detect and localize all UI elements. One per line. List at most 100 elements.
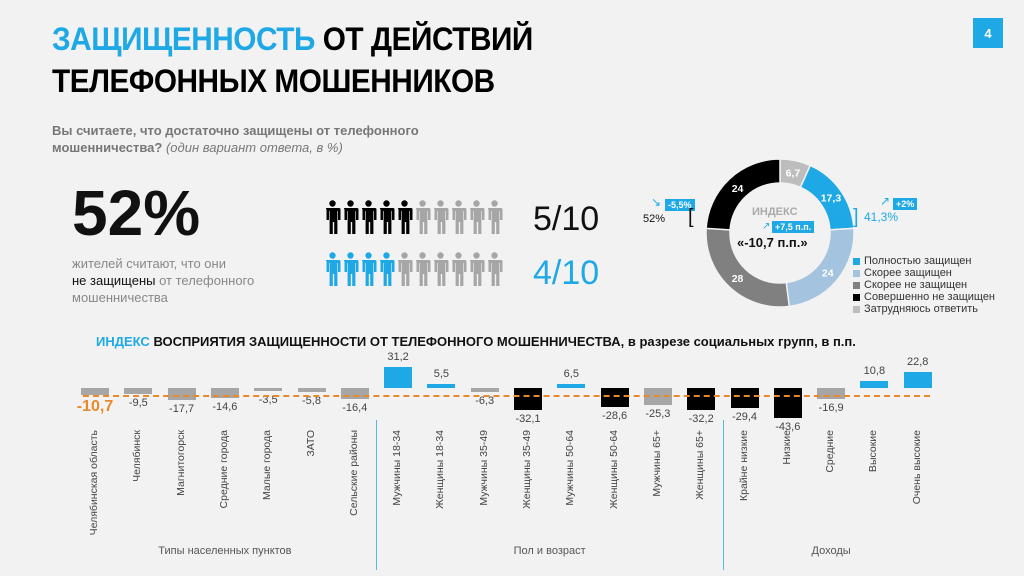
category-label: Средние — [824, 430, 837, 473]
bar-value-label: -43,6 — [775, 420, 801, 433]
index-title: ИНДЕКС — [752, 206, 798, 218]
arrow-up-icon: ↗ — [762, 221, 771, 232]
legend-label: Полностью защищен — [864, 255, 972, 267]
category-label: Малые города — [261, 430, 274, 500]
bar — [427, 384, 456, 388]
bar — [470, 388, 499, 393]
bar — [384, 366, 413, 388]
category-label: Женщины 65+ — [694, 430, 707, 500]
index-change-badge: +7,5 п.п. — [772, 221, 815, 233]
slice-label: 28 — [732, 273, 744, 285]
category-label: Челябинск — [131, 430, 144, 482]
bar-value-label: 5,5 — [433, 368, 450, 381]
bar — [210, 388, 239, 398]
left-total: 52% — [643, 213, 666, 225]
person-icon — [432, 200, 449, 239]
page-title: ЗАЩИЩЕННОСТЬ ОТ ДЕЙСТВИЙ ТЕЛЕФОННЫХ МОШЕ… — [52, 18, 533, 102]
legend-swatch — [853, 305, 860, 313]
headline-line3: мошенничества — [72, 290, 168, 305]
category-label: Магнитогорск — [174, 430, 187, 496]
person-icon — [468, 200, 485, 239]
bar-value-label: -16,4 — [342, 402, 368, 415]
bar-value-label: -29,4 — [731, 410, 758, 423]
right-change-badge: +2% — [893, 198, 918, 210]
category-label: Мужчины 35-49 — [477, 430, 490, 506]
legend-swatch — [853, 293, 860, 301]
person-icon — [450, 200, 467, 239]
bar-value-label: -5,8 — [302, 394, 321, 407]
bar-title-text: ВОСПРИЯТИЯ ЗАЩИЩЕННОСТИ ОТ ТЕЛЕФОННОГО М… — [149, 334, 856, 349]
person-icon — [414, 200, 431, 239]
bar-value-label: 10,8 — [863, 364, 886, 377]
bar — [730, 388, 759, 408]
person-icon — [450, 252, 467, 291]
slice-label: 17,3 — [821, 193, 842, 205]
bar — [340, 388, 369, 400]
headline-line1: жителей считают, что они — [72, 256, 226, 271]
bar-value-label: -16,9 — [818, 402, 844, 415]
bar — [600, 388, 629, 408]
bar-value-label: -17,7 — [169, 403, 195, 416]
title-rest: ОТ ДЕЙСТВИЙ — [314, 21, 534, 57]
bar — [817, 388, 846, 400]
bar-value-label: 22,8 — [906, 356, 929, 369]
person-icon — [342, 200, 359, 239]
legend-item: Затрудняюсь ответить — [853, 303, 995, 315]
person-icon — [360, 200, 377, 239]
person-icon — [396, 252, 413, 291]
donut-chart: 6,7 17,3 24 28 24 — [705, 158, 855, 308]
legend-label: Скорее защищен — [864, 267, 952, 279]
title-line2: ТЕЛЕФОННЫХ МОШЕННИКОВ — [52, 63, 495, 99]
bar-value-label: -32,1 — [515, 412, 541, 425]
category-label: ЗАТО — [304, 430, 317, 457]
bar-value-label: -10,7 — [76, 398, 114, 415]
person-icon — [468, 252, 485, 291]
category-label: Сельские районы — [347, 430, 360, 516]
left-change-badge: -5,5% — [665, 199, 695, 211]
pictogram-row-1 — [324, 200, 503, 239]
legend-swatch — [853, 269, 860, 277]
category-label: Высокие — [867, 430, 880, 473]
category-label: Мужчины 50-64 — [564, 430, 577, 506]
bar-value-label: -28,6 — [602, 410, 628, 423]
donut-legend: Полностью защищен Скорее защищен Скорее не… — [853, 255, 995, 315]
bar — [687, 388, 716, 410]
bar-value-label: -9,5 — [128, 397, 148, 410]
category-label: Женщины 18-34 — [434, 430, 447, 509]
index-value: «-10,7 п.п.» — [737, 235, 808, 250]
category-label: Низкие — [780, 430, 793, 465]
right-bracket: ] — [853, 206, 859, 228]
category-label: Средние города — [217, 430, 230, 509]
legend-label: Скорее не защищен — [864, 279, 968, 291]
category-label: Очень высокие — [910, 430, 923, 505]
person-icon — [486, 200, 503, 239]
person-icon — [360, 252, 377, 291]
person-icon — [342, 252, 359, 291]
legend-item: Совершенно не защищен — [853, 291, 995, 303]
bar — [773, 388, 802, 418]
category-label: Женщины 50-64 — [607, 430, 620, 509]
fraction-2: 4/10 — [533, 254, 600, 292]
legend-label: Затрудняюсь ответить — [864, 303, 979, 315]
category-label: Челябинская область — [88, 430, 100, 536]
bar-value-label: -14,6 — [212, 400, 238, 413]
bar — [514, 388, 542, 410]
headline-value: 52% — [72, 177, 201, 249]
person-icon — [324, 252, 341, 291]
question-text: Вы считаете, что достаточно защищены от … — [52, 123, 419, 155]
survey-question: Вы считаете, что достаточно защищены от … — [52, 122, 492, 156]
category-label: Мужчины 18-34 — [391, 430, 404, 506]
person-icon — [378, 200, 395, 239]
bar-chart-title: ИНДЕКС ВОСПРИЯТИЯ ЗАЩИЩЕННОСТИ ОТ ТЕЛЕФО… — [96, 334, 856, 349]
page-number: 4 — [973, 18, 1003, 48]
bar — [903, 372, 932, 388]
group-label: Типы населенных пунктов — [158, 545, 292, 557]
category-label: Женщины 35-49 — [521, 430, 533, 509]
legend-item: Скорее не защищен — [853, 279, 995, 291]
person-icon — [396, 200, 413, 239]
headline-bold: не защищены — [72, 273, 156, 288]
bar — [81, 388, 109, 396]
headline-line2: от телефонного — [155, 273, 255, 288]
arrow-up-icon: ↗ — [880, 194, 891, 208]
left-bracket: [ — [688, 206, 694, 228]
